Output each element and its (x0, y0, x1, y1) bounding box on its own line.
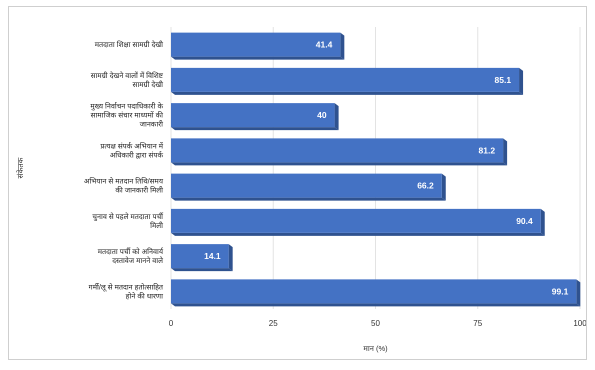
bar-value-label: 85.1 (495, 75, 512, 85)
category-label: अभियान से मतदान तिथि/समय की जानकारी मिली (84, 177, 164, 195)
bar-shadow (171, 127, 339, 131)
category-label-line: सामग्री देखी (133, 80, 164, 89)
bar (171, 32, 341, 57)
x-tick-label: 0 (169, 319, 174, 328)
category-label-line: मतदाता पर्ची को अनिवार्य (98, 247, 164, 256)
bar-shadow (171, 268, 233, 272)
bar-shadow (171, 197, 446, 201)
category-label: मतदाता पर्ची को अनिवार्य दस्तावेज मानने व… (98, 247, 164, 265)
bar (171, 103, 335, 128)
category-label-line: चुनाव से पहले मतदाता पर्ची (92, 212, 164, 221)
x-tick-label: 100 (573, 319, 586, 328)
category-label-line: अभियान से मतदान तिथि/समय (84, 177, 164, 186)
bar (171, 138, 504, 163)
bar (171, 279, 577, 304)
category-label-line: दस्तावेज मानने वाले (112, 256, 163, 265)
x-tick-label: 75 (473, 319, 482, 328)
y-axis-label: संकेतक (16, 157, 25, 178)
bar-side (228, 244, 233, 272)
bar-value-label: 99.1 (552, 286, 569, 296)
category-label: मतदाता शिक्षा सामग्री देखी (95, 40, 163, 49)
category-label-line: मतदाता शिक्षा सामग्री देखी (95, 40, 163, 49)
category-label-line: होने की धारणा (126, 291, 163, 300)
x-tick-label: 25 (269, 319, 278, 328)
bar-shadow (171, 162, 508, 166)
bar-shadow (171, 91, 524, 95)
bar-value-label: 14.1 (204, 251, 221, 261)
bar (171, 244, 229, 269)
bar-side (340, 32, 345, 60)
category-labels: मतदाता शिक्षा सामग्री देखी सामग्री देखने … (84, 40, 164, 300)
bar-side (540, 208, 545, 236)
category-label-line: गर्मी/लू से मतदान हतोत्साहित (89, 282, 164, 291)
bar (171, 67, 520, 92)
bar (171, 208, 541, 233)
category-label: प्रत्यक्ष संपर्क अभियान में अधिकारी द्वार… (100, 141, 163, 159)
bar-side (576, 279, 581, 307)
category-label: मुख्य निर्वाचन पदाधिकारी के सामाजिक संचार… (90, 102, 163, 129)
bar-value-label: 90.4 (516, 216, 533, 226)
category-label-line: प्रत्यक्ष संपर्क अभियान में (100, 141, 163, 150)
category-label-line: सामाजिक संचार माध्यमों की (91, 111, 164, 120)
category-label: गर्मी/लू से मतदान हतोत्साहित होने की धारण… (89, 282, 164, 300)
bar-shadow (171, 56, 345, 60)
category-label-line: अधिकारी द्वारा संपर्क (110, 150, 164, 159)
category-label-line: जानकारी (140, 120, 164, 129)
category-label: सामग्री देखने वालों में विशिष्ट सामग्री द… (91, 71, 164, 89)
bar-value-label: 66.2 (417, 181, 434, 191)
x-tick-labels: 0 25 50 75 100 (169, 319, 586, 328)
bar-value-label: 81.2 (479, 145, 496, 155)
category-label-line: सामग्री देखने वालों में विशिष्ट (91, 71, 164, 80)
bar-side (334, 103, 339, 131)
bar-chart: 41.4 85.1 40 81.2 66.2 90.4 14.1 99.1 मतदाता शि… (16, 27, 586, 353)
bar-value-label: 40 (317, 110, 327, 120)
bar-side (441, 173, 446, 201)
category-label-line: मुख्य निर्वाचन पदाधिकारी के (90, 102, 163, 111)
bar-value-label: 41.4 (316, 40, 333, 50)
bar-shadow (171, 232, 545, 236)
chart-frame: 41.4 85.1 40 81.2 66.2 90.4 14.1 99.1 मतदाता शि… (8, 6, 587, 360)
bar-side (519, 67, 524, 95)
x-tick-label: 50 (371, 319, 380, 328)
category-label-line: की जानकारी मिली (115, 186, 163, 195)
bars: 41.4 85.1 40 81.2 66.2 90.4 14.1 99.1 (171, 32, 581, 307)
bar-shadow (171, 303, 581, 307)
category-label-line: मिली (150, 221, 163, 230)
bar-side (503, 138, 508, 166)
x-axis-label: मान (%) (363, 344, 388, 353)
category-label: चुनाव से पहले मतदाता पर्ची मिली (92, 212, 164, 230)
bar (171, 173, 442, 198)
